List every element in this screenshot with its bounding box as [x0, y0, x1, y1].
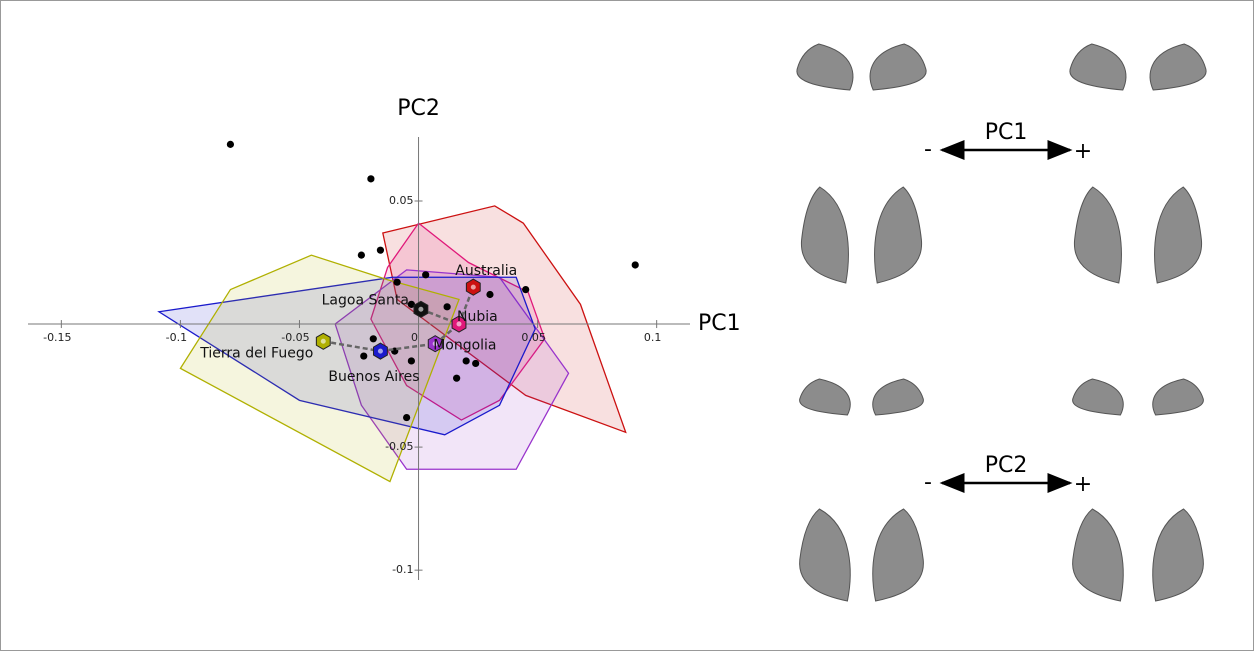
shape-minus: - — [924, 137, 932, 162]
group-mean-center — [378, 349, 383, 354]
specimen-point — [227, 141, 234, 148]
specimen-point — [370, 335, 377, 342]
x-tick-label: 0.1 — [644, 331, 662, 344]
figure: -0.15 -0.1 -0.05 0 0.05 0.1 0.05 -0.05 -0.1 PC1 PC… — [0, 0, 1254, 651]
group-mean-center — [321, 339, 326, 344]
x-axis-title: PC1 — [698, 311, 741, 336]
shape-minus: - — [924, 470, 932, 495]
specimen-point — [358, 252, 365, 259]
x-tick-label: -0.05 — [281, 331, 309, 344]
specimen-point — [444, 303, 451, 310]
specimen-point — [367, 175, 374, 182]
y-tick-label: -0.1 — [392, 563, 413, 576]
y-axis-title: PC2 — [397, 96, 440, 121]
x-tick-label: -0.1 — [166, 331, 187, 344]
shape-axis-label: PC2 — [985, 453, 1028, 478]
specimen-point — [360, 352, 367, 359]
y-tick-label: -0.05 — [385, 440, 413, 453]
group-label: Buenos Aires — [328, 369, 419, 385]
group-label: Nubia — [457, 309, 498, 325]
specimen-point — [453, 375, 460, 382]
specimen-point — [408, 357, 415, 364]
group-label: Lagoa Santa — [322, 292, 409, 308]
specimen-point — [486, 291, 493, 298]
y-tick-label: 0.05 — [389, 194, 414, 207]
specimen-point — [377, 247, 384, 254]
specimen-point — [463, 357, 470, 364]
specimen-point — [422, 271, 429, 278]
shape-plus: + — [1074, 139, 1092, 164]
group-mean-center — [418, 307, 423, 312]
group-mean-center — [471, 285, 476, 290]
specimen-point — [472, 360, 479, 367]
specimen-point — [403, 414, 410, 421]
x-tick-label: -0.15 — [43, 331, 71, 344]
shape-plus: + — [1074, 472, 1092, 497]
specimen-point — [632, 261, 639, 268]
specimen-point — [522, 286, 529, 293]
group-label: Tierra del Fuego — [199, 345, 313, 361]
specimen-point — [394, 279, 401, 286]
x-tick-label: 0.05 — [521, 331, 546, 344]
group-label: Australia — [455, 263, 517, 279]
x-tick-label: 0 — [411, 331, 418, 344]
group-label: Mongolia — [433, 338, 496, 354]
shape-axis-label: PC1 — [985, 120, 1028, 145]
